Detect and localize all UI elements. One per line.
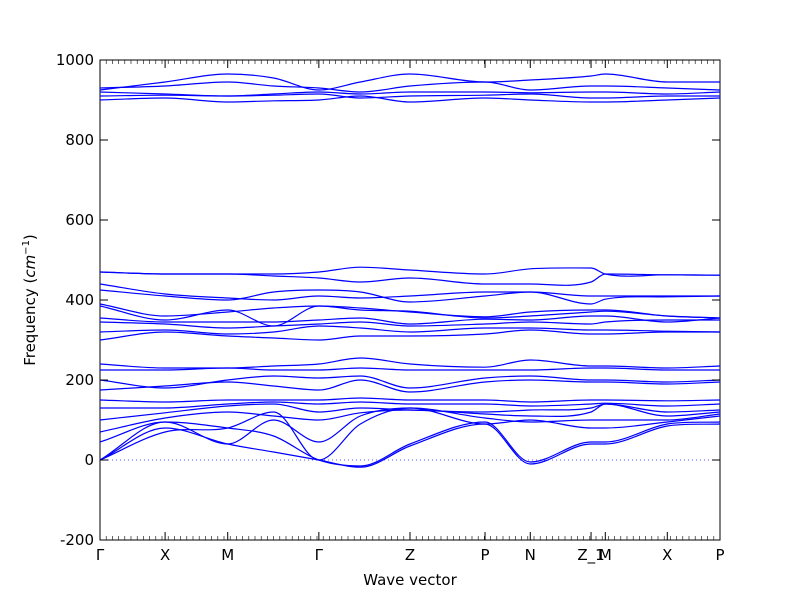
y-tick-label: 600 <box>65 211 94 229</box>
band-line-16 <box>99 315 721 325</box>
x-tick-label: Z <box>405 546 415 564</box>
x-tick-label: M <box>221 546 234 564</box>
band-line-17 <box>99 305 721 327</box>
band-line-23 <box>99 95 721 103</box>
band-line-9 <box>99 379 721 393</box>
plot-frame <box>99 59 721 541</box>
x-tick-label: Z_1 <box>577 546 604 565</box>
band-line-18 <box>99 303 721 319</box>
band-line-14 <box>99 325 721 335</box>
band-line-8 <box>99 397 721 403</box>
band-line-13 <box>99 329 720 341</box>
x-tick-label: P <box>480 546 489 564</box>
band-line-22 <box>99 266 721 277</box>
y-tick-label: -200 <box>60 531 94 549</box>
band-line-12 <box>99 357 721 369</box>
y-tick-label: 400 <box>65 291 94 309</box>
band-lines <box>99 73 721 468</box>
x-axis-title: Wave vector <box>363 571 457 589</box>
x-tick-label: X <box>662 546 672 564</box>
x-tick-label: X <box>160 546 170 564</box>
x-tick-label: Γ <box>96 546 105 564</box>
high-symmetry-lines <box>99 60 721 540</box>
y-tick-label: 800 <box>65 131 94 149</box>
band-line-20 <box>99 283 720 301</box>
x-tick-label: N <box>525 546 536 564</box>
band-line-15 <box>99 319 720 329</box>
band-line-6 <box>99 403 721 421</box>
band-line-10 <box>99 375 721 389</box>
y-axis-ticks: -200 0 200 400 600 800 1000 <box>56 51 720 549</box>
y-tick-label: 200 <box>65 371 94 389</box>
band-line-19 <box>99 289 721 305</box>
y-axis-title-unit: cm <box>21 255 39 278</box>
x-axis-ticks: Γ X M Γ Z P N Z_1M X P <box>96 60 725 565</box>
band-line-27 <box>99 73 720 91</box>
y-axis-title-exponent: −1 <box>21 240 32 255</box>
band-line-4 <box>99 407 721 445</box>
y-axis-title-text: Frequency ( <box>21 278 39 366</box>
y-axis-title: Frequency (cm−1) <box>21 234 39 366</box>
x-tick-label: M <box>599 546 612 564</box>
band-line-26 <box>99 81 721 93</box>
band-line-25 <box>99 91 721 97</box>
y-axis-title-close: ) <box>21 234 39 240</box>
x-tick-label: P <box>715 546 724 564</box>
band-line-7 <box>100 401 721 409</box>
y-tick-label: 0 <box>84 451 94 469</box>
y-tick-label: 1000 <box>56 51 94 69</box>
x-tick-label: Γ <box>315 546 324 564</box>
